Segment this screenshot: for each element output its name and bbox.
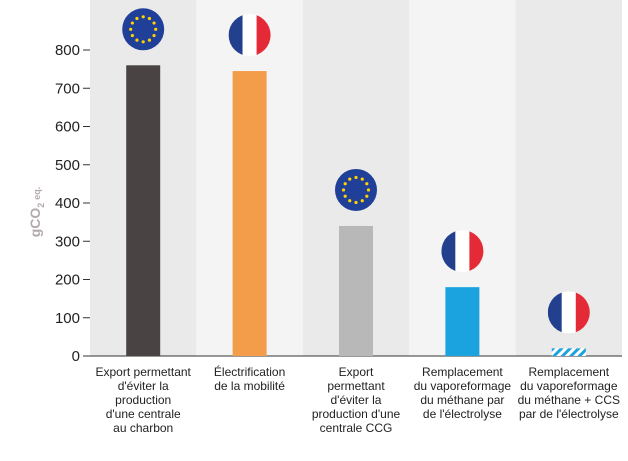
- eu-flag-icon: [335, 168, 377, 211]
- bar: [339, 225, 373, 356]
- y-tick-label: 600: [55, 119, 80, 136]
- bar: [232, 71, 267, 356]
- y-axis: 0 100 200 300 400 500 600 700 800: [55, 42, 622, 365]
- france-flag-icon: [547, 291, 590, 334]
- x-tick-label: Remplacement du vaporeformage du méthane p…: [414, 365, 512, 421]
- bar: [551, 348, 586, 356]
- y-tick-label: 700: [55, 80, 80, 97]
- x-tick-label: Export permettant d'éviter la production d'…: [312, 365, 401, 435]
- bar: [126, 65, 161, 357]
- france-flag-icon: [441, 230, 484, 273]
- y-tick-label: 500: [55, 157, 80, 174]
- france-flag-icon: [228, 14, 271, 57]
- x-tick-label: Électrification de la mobilité: [214, 364, 285, 393]
- y-tick-label: 800: [55, 42, 80, 59]
- y-tick-label: 100: [55, 310, 80, 327]
- x-tick-label: Remplacement du vaporeformage du méthane +…: [518, 365, 620, 421]
- y-axis-label: gCO2eq.: [27, 187, 46, 238]
- bar: [445, 287, 480, 356]
- y-tick-label: 300: [55, 233, 80, 250]
- flags: [122, 8, 590, 334]
- y-tick-label: 0: [72, 348, 80, 365]
- eu-flag-icon: [122, 8, 165, 51]
- x-axis-labels: Export permettant d'éviter la production d'…: [96, 364, 620, 435]
- y-tick-label: 400: [55, 195, 80, 212]
- x-tick-label: Export permettant d'éviter la production d'…: [96, 365, 192, 435]
- y-tick-label: 200: [55, 272, 80, 289]
- bars: [126, 65, 586, 357]
